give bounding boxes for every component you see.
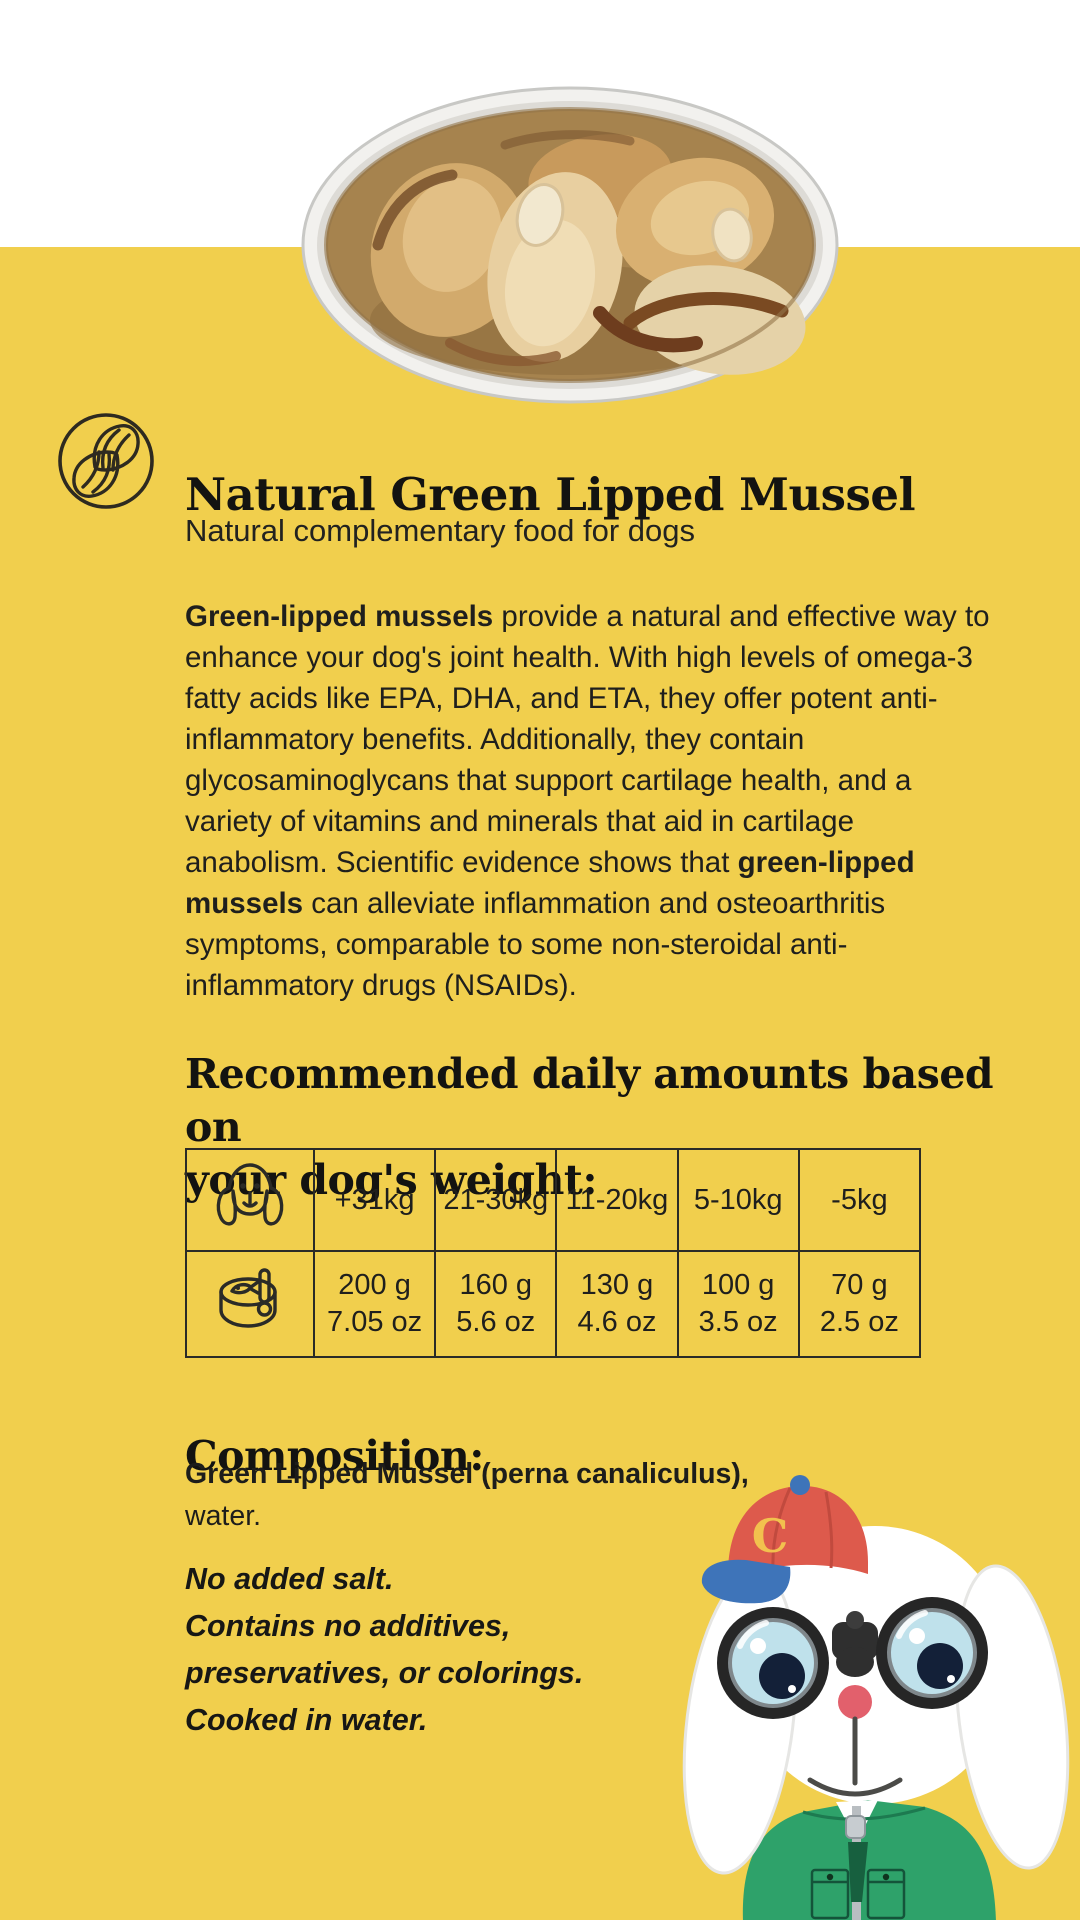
amount-cell: 130 g 4.6 oz bbox=[555, 1250, 679, 1358]
composition-note-line: No added salt. bbox=[185, 1562, 394, 1596]
mussel-tin-photo bbox=[301, 86, 839, 404]
amount-ounces: 7.05 oz bbox=[327, 1306, 423, 1338]
recommended-heading-line: Recommended daily amounts based on bbox=[185, 1050, 994, 1152]
intro-bold-run: Green-lipped mussels bbox=[185, 599, 494, 633]
amount-grams: 160 g bbox=[459, 1269, 533, 1301]
page-subtitle: Natural complementary food for dogs bbox=[185, 513, 696, 548]
amount-cell: 100 g 3.5 oz bbox=[676, 1250, 800, 1358]
weight-header-cell: 5-10kg bbox=[676, 1148, 800, 1252]
cap-letter: C bbox=[752, 1509, 789, 1563]
amount-ounces: 2.5 oz bbox=[819, 1306, 899, 1338]
tin-can-icon bbox=[219, 1268, 277, 1328]
dog-mascot-with-binoculars: C bbox=[682, 1475, 1070, 1920]
amount-grams: 200 g bbox=[338, 1269, 411, 1301]
table-row-weights: +31kg 21-30kg 11-20kg 5-10kg -5kg bbox=[185, 1148, 922, 1252]
weight-header-cell: 11-20kg bbox=[555, 1148, 679, 1252]
tin-can-icon-cell bbox=[185, 1250, 315, 1358]
dog-head-icon-cell bbox=[185, 1148, 315, 1252]
composition-note-line: preservatives, or colorings. bbox=[185, 1656, 584, 1690]
weight-header-cell: 21-30kg bbox=[434, 1148, 558, 1252]
composition-note-line: Cooked in water. bbox=[185, 1703, 428, 1737]
amount-cell: 70 g 2.5 oz bbox=[797, 1250, 922, 1358]
amount-grams: 100 g bbox=[701, 1269, 775, 1301]
composition-note-line: Contains no additives, bbox=[185, 1609, 511, 1643]
composition-ingredient-rest: water. bbox=[185, 1500, 262, 1532]
amount-ounces: 3.5 oz bbox=[698, 1306, 778, 1338]
page-title: Natural Green Lipped Mussel bbox=[185, 468, 916, 522]
weight-header-cell: +31kg bbox=[312, 1148, 437, 1252]
dog-head-icon bbox=[216, 1163, 284, 1226]
amount-ounces: 4.6 oz bbox=[577, 1306, 657, 1338]
weight-header-cell: -5kg bbox=[797, 1148, 922, 1252]
amount-cell: 200 g 7.05 oz bbox=[312, 1250, 437, 1358]
table-row-amounts: 200 g 7.05 oz 160 g 5.6 oz 130 g 4.6 oz 100 g 3… bbox=[185, 1250, 922, 1358]
intro-bold-run: green-lipped mussels bbox=[185, 845, 915, 920]
intro-text-run: can alleviate inflammation and osteoarth… bbox=[185, 886, 886, 1002]
amount-ounces: 5.6 oz bbox=[456, 1306, 536, 1338]
amount-cell: 160 g 5.6 oz bbox=[434, 1250, 558, 1358]
composition-ingredient-main: Green Lipped Mussel (perna canaliculus), bbox=[185, 1458, 749, 1490]
composition-heading: Composition: bbox=[185, 1432, 484, 1481]
mussel-shells-icon bbox=[58, 413, 154, 509]
dosage-table: +31kg 21-30kg 11-20kg 5-10kg -5kg bbox=[185, 1148, 922, 1358]
amount-grams: 130 g bbox=[580, 1269, 654, 1301]
amount-grams: 70 g bbox=[831, 1269, 888, 1301]
composition-notes: No added salt. Contains no additives, pres… bbox=[185, 1556, 745, 1744]
intro-text-run: provide a natural and effective way to e… bbox=[185, 599, 990, 879]
intro-paragraph: Green-lipped mussels provide a natural a… bbox=[185, 596, 1003, 1006]
